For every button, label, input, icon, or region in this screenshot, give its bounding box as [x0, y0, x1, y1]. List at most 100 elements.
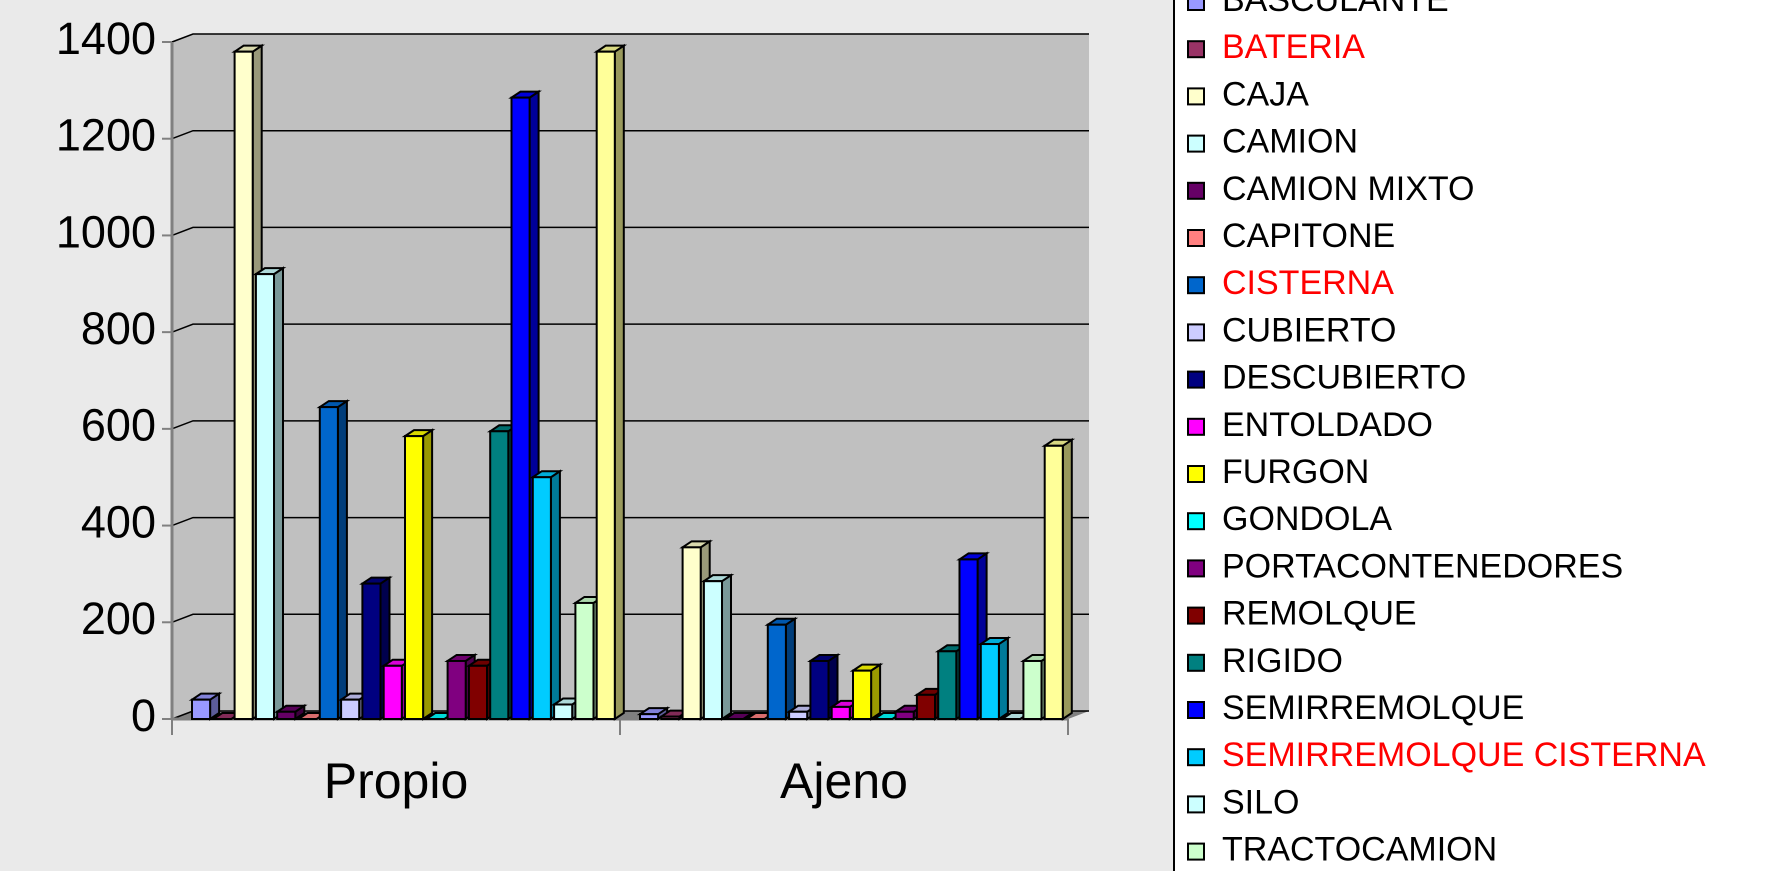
legend-swatch — [1187, 606, 1205, 625]
x-tick-label: Ajeno — [780, 753, 908, 809]
bar — [809, 659, 830, 721]
bar — [446, 659, 467, 721]
grid-line — [171, 129, 1089, 140]
legend-label: CAMION MIXTO — [1222, 170, 1475, 208]
y-tick-label: 1200 — [56, 110, 156, 161]
y-tick-label: 800 — [81, 303, 156, 354]
bar — [702, 580, 724, 720]
bar — [894, 710, 915, 720]
legend-swatch — [1187, 653, 1205, 672]
grid-line — [171, 226, 1089, 237]
legend-label: CAMION — [1222, 123, 1358, 161]
bar — [510, 96, 531, 720]
legend-label: REMOLQUE — [1222, 595, 1417, 633]
y-tick-label: 1400 — [56, 13, 156, 64]
legend-label: CAPITONE — [1222, 217, 1395, 255]
legend-label: BATERIA — [1222, 28, 1365, 66]
bar — [639, 713, 660, 721]
legend-swatch — [1187, 134, 1205, 153]
bar — [553, 703, 574, 721]
grid-line — [171, 323, 1089, 333]
bar — [1043, 444, 1064, 720]
y-tick-label: 1000 — [56, 206, 156, 257]
bar — [276, 710, 297, 720]
bar — [830, 705, 851, 720]
bar-side — [784, 616, 796, 721]
bar-top — [721, 712, 756, 720]
bar — [937, 650, 958, 720]
legend-swatch — [1187, 795, 1205, 814]
bar — [958, 558, 979, 721]
legend-swatch — [1187, 0, 1205, 11]
bar — [595, 50, 616, 720]
legend-swatch — [1187, 701, 1205, 719]
legend-swatch — [1187, 512, 1205, 531]
legend-swatch — [1187, 370, 1205, 389]
bar — [382, 664, 403, 720]
bar — [660, 715, 681, 721]
legend-label: DESCUBIERTO — [1222, 359, 1466, 397]
bar — [979, 643, 1000, 721]
legend-label: SILO — [1222, 783, 1299, 821]
legend-label: RIGIDO — [1222, 642, 1343, 680]
bar — [531, 476, 552, 721]
grid-line — [171, 613, 1089, 623]
legend-swatch — [1187, 40, 1205, 59]
bar — [404, 435, 425, 720]
bar-side — [273, 266, 285, 721]
bar-side — [721, 573, 733, 721]
bar-side — [997, 636, 1009, 721]
legend-swatch — [1187, 276, 1205, 295]
legend-label: FURGON — [1222, 453, 1369, 491]
bar-side — [613, 43, 625, 721]
bar — [915, 693, 937, 720]
bar-side — [1061, 437, 1073, 721]
legend-label: ENTOLDADO — [1222, 406, 1433, 444]
bar — [318, 406, 339, 720]
legend-swatch — [1187, 229, 1205, 247]
plot-wall — [172, 34, 1089, 719]
bar — [852, 669, 873, 721]
legend-label: SEMIRREMOLQUE — [1222, 689, 1524, 727]
legend-swatch — [1187, 842, 1205, 861]
bar — [191, 698, 212, 721]
legend-swatch — [1187, 748, 1205, 767]
legend-swatch — [1187, 417, 1205, 436]
legend-label: CAJA — [1222, 75, 1309, 113]
bar-side — [870, 662, 882, 721]
bar — [681, 546, 702, 721]
bar — [788, 710, 809, 720]
legend-label: BASCULANTE — [1222, 0, 1449, 19]
y-tick-label: 0 — [131, 690, 156, 741]
bar — [467, 664, 489, 720]
bar-side — [336, 399, 348, 721]
legend-swatch — [1187, 181, 1205, 200]
legend-label: SEMIRREMOLQUE CISTERNA — [1222, 736, 1706, 774]
grid-line — [171, 33, 1089, 43]
y-tick-label: 200 — [81, 593, 156, 644]
legend-label: CISTERNA — [1222, 264, 1394, 302]
legend-label: TRACTOCAMION — [1222, 831, 1497, 869]
bar — [766, 623, 787, 720]
bar-side — [549, 469, 561, 721]
y-tick-label: 400 — [81, 496, 156, 547]
legend-swatch — [1187, 87, 1205, 106]
bar — [489, 430, 510, 720]
bar-side — [422, 428, 434, 721]
bar — [1022, 659, 1043, 721]
grid-line — [171, 420, 1089, 430]
bar — [340, 698, 361, 721]
legend-swatch — [1187, 559, 1205, 578]
y-tick-label: 600 — [81, 400, 156, 451]
legend-label: GONDOLA — [1222, 500, 1392, 538]
legend-box — [1173, 0, 1778, 871]
legend-label: CUBIERTO — [1222, 311, 1396, 349]
bar — [233, 50, 254, 720]
bar — [361, 582, 382, 720]
legend-swatch — [1187, 465, 1205, 483]
grid-line — [171, 516, 1089, 527]
legend-label: PORTACONTENEDORES — [1222, 547, 1623, 585]
x-tick-label: Propio — [324, 753, 469, 809]
bar — [574, 601, 595, 721]
